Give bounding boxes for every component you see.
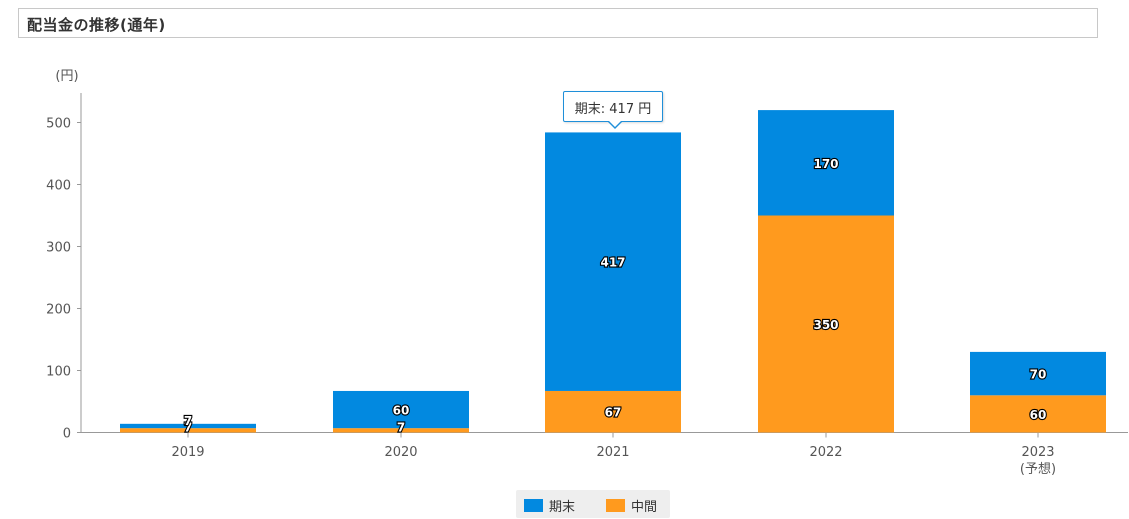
legend-item-kimatsu[interactable]: 期末 (524, 497, 576, 515)
y-tick-label: 500 (46, 117, 71, 132)
bar-kimatsu (120, 423, 256, 429)
bar-kimatsu (333, 390, 469, 429)
bar-chukan (333, 428, 469, 433)
y-tick-label: 400 (46, 179, 71, 194)
bar-kimatsu (758, 110, 894, 216)
tooltip-text: 期末: 417 円 (574, 102, 652, 117)
bar-kimatsu (970, 351, 1106, 396)
x-tick-label: 2020 (384, 445, 417, 460)
y-axis-unit-label: (円) (55, 69, 78, 84)
legend-label-chukan: 中間 (631, 499, 658, 515)
y-tick-label: 100 (46, 365, 71, 380)
bar-data-label: 7 (397, 421, 405, 435)
bar-chukan (970, 395, 1106, 433)
bar-kimatsu (545, 132, 681, 391)
legend-swatch-kimatsu (524, 498, 543, 512)
bar-data-label: 60 (1030, 408, 1047, 422)
bar-data-label: 67 (605, 406, 622, 420)
chart-title-box: 配当金の推移(通年) (18, 8, 1098, 38)
x-tick-label: (予想) (1020, 461, 1056, 477)
y-tick-label: 200 (46, 303, 71, 318)
bar-chukan (545, 390, 681, 433)
legend-item-chukan[interactable]: 中間 (606, 497, 658, 515)
bar-data-label: 170 (813, 157, 838, 171)
legend-label-kimatsu: 期末 (549, 499, 576, 515)
bar-chukan (120, 428, 256, 433)
bar-data-label: 7 (184, 414, 192, 428)
tooltip-arrow-inner (609, 121, 621, 127)
x-tick-label: 2022 (809, 445, 842, 460)
bar-data-label: 70 (1030, 368, 1047, 382)
bar-tooltip: 期末: 417 円 (563, 91, 663, 129)
bar-data-label: 60 (393, 404, 410, 418)
legend-swatch-chukan (606, 498, 625, 512)
x-tick-label: 2019 (171, 445, 204, 460)
y-tick-label: 300 (46, 241, 71, 256)
y-tick-label: 0 (63, 427, 71, 442)
chart-title: 配当金の推移(通年) (27, 16, 166, 34)
bar-data-label: 417 (600, 256, 625, 270)
x-tick-label: 2023 (1021, 445, 1054, 460)
bar-data-label: 350 (813, 318, 838, 332)
x-tick-label: 2021 (596, 445, 629, 460)
bar-data-label: 7 (184, 421, 192, 435)
legend: 期末 中間 (516, 490, 670, 518)
bar-chukan (758, 215, 894, 433)
